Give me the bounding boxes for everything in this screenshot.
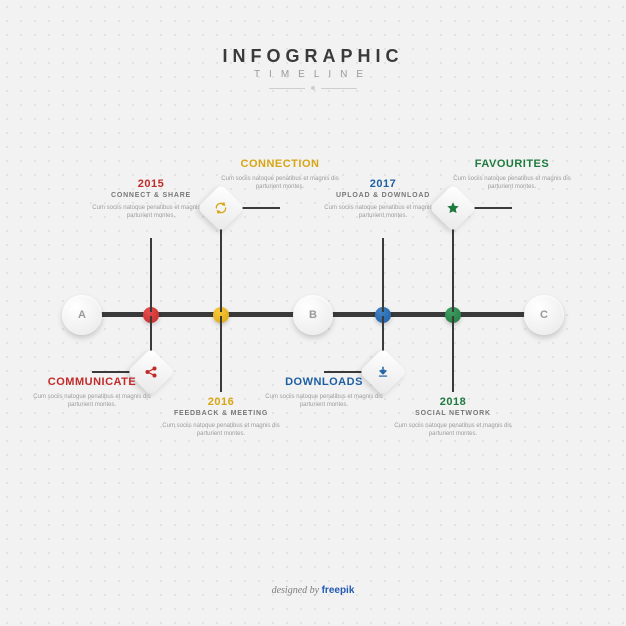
label-favourites: FAVOURITES Cum sociis natoque penatibus e…	[452, 158, 572, 191]
label-subtitle-2015: CONNECT & SHARE	[91, 192, 211, 199]
label-title-downloads: DOWNLOADS	[264, 376, 384, 388]
connector-2018	[452, 316, 454, 392]
label-2017: 2017 UPLOAD & DOWNLOAD Cum sociis natoque …	[323, 178, 443, 220]
label-title-2015: 2015	[91, 178, 211, 190]
timeline-node-b: B	[293, 295, 333, 335]
label-title-connection: CONNECTION	[220, 158, 340, 170]
label-downloads: DOWNLOADS Cum sociis natoque penatibus et…	[264, 376, 384, 409]
label-body-downloads: Cum sociis natoque penatibus et magnis d…	[264, 393, 384, 409]
connector-2016	[220, 316, 222, 392]
label-title-2016: 2016	[161, 396, 281, 408]
header-divider	[0, 86, 626, 90]
header-subtitle: TIMELINE	[0, 69, 626, 80]
label-title-communicate: COMMUNICATE	[32, 376, 152, 388]
label-body-2016: Cum sociis natoque penatibus et magnis d…	[161, 422, 281, 438]
timeline-node-c: C	[524, 295, 564, 335]
label-communicate: COMMUNICATE Cum sociis natoque penatibus …	[32, 376, 152, 409]
header: INFOGRAPHIC TIMELINE	[0, 0, 626, 90]
label-body-favourites: Cum sociis natoque penatibus et magnis d…	[452, 175, 572, 191]
header-title: INFOGRAPHIC	[0, 46, 626, 67]
footer-prefix: designed by	[272, 585, 322, 596]
label-body-communicate: Cum sociis natoque penatibus et magnis d…	[32, 393, 152, 409]
footer-brand: freepik	[322, 585, 355, 596]
label-2018: 2018 SOCIAL NETWORK Cum sociis natoque pen…	[393, 396, 513, 438]
label-connection: CONNECTION Cum sociis natoque penatibus e…	[220, 158, 340, 191]
label-title-2017: 2017	[323, 178, 443, 190]
label-subtitle-2016: FEEDBACK & MEETING	[161, 410, 281, 417]
label-body-connection: Cum sociis natoque penatibus et magnis d…	[220, 175, 340, 191]
label-subtitle-2017: UPLOAD & DOWNLOAD	[323, 192, 443, 199]
label-2015: 2015 CONNECT & SHARE Cum sociis natoque pe…	[91, 178, 211, 220]
label-title-2018: 2018	[393, 396, 513, 408]
label-title-favourites: FAVOURITES	[452, 158, 572, 170]
label-body-2015: Cum sociis natoque penatibus et magnis d…	[91, 204, 211, 220]
label-body-2017: Cum sociis natoque penatibus et magnis d…	[323, 204, 443, 220]
timeline-node-a: A	[62, 295, 102, 335]
label-2016: 2016 FEEDBACK & MEETING Cum sociis natoque…	[161, 396, 281, 438]
label-body-2018: Cum sociis natoque penatibus et magnis d…	[393, 422, 513, 438]
connector-2017	[382, 238, 384, 312]
footer-credit: designed by freepik	[0, 585, 626, 596]
infographic-canvas: INFOGRAPHIC TIMELINE A B C 2015 CONNECT & S…	[0, 0, 626, 626]
connector-2015	[150, 238, 152, 312]
label-subtitle-2018: SOCIAL NETWORK	[393, 410, 513, 417]
